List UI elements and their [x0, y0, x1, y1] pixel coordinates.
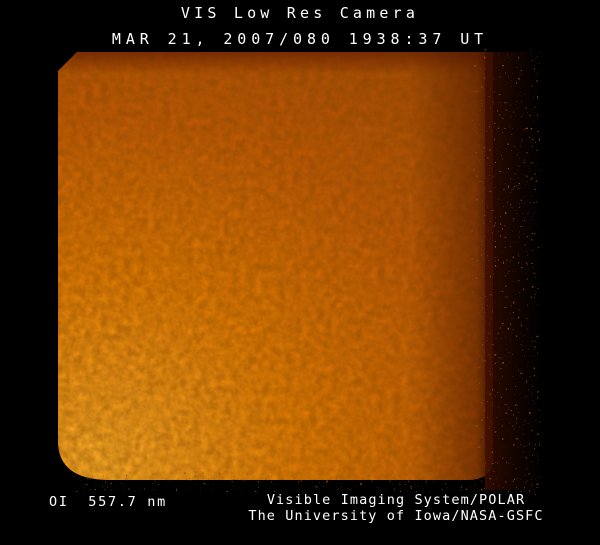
emission-wavelength-label: OI 557.7 nm — [49, 494, 167, 510]
right-edge-noise — [475, 52, 539, 492]
top-dark-band — [58, 52, 493, 74]
image-timestamp: MAR 21, 2007/080 1938:37 UT — [111, 30, 489, 48]
credit-line-institution: The University of Iowa/NASA-GSFC — [248, 508, 544, 524]
camera-title: VIS Low Res Camera — [180, 4, 420, 22]
bottom-edge-noise — [95, 473, 497, 491]
camera-image — [58, 52, 540, 492]
camera-frame-body — [58, 52, 493, 480]
credits-block: Visible Imaging System/POLAR The Univers… — [196, 492, 596, 524]
image-header: VIS Low Res Camera MAR 21, 2007/080 1938… — [0, 0, 600, 52]
credit-line-instrument: Visible Imaging System/POLAR — [266, 492, 526, 508]
